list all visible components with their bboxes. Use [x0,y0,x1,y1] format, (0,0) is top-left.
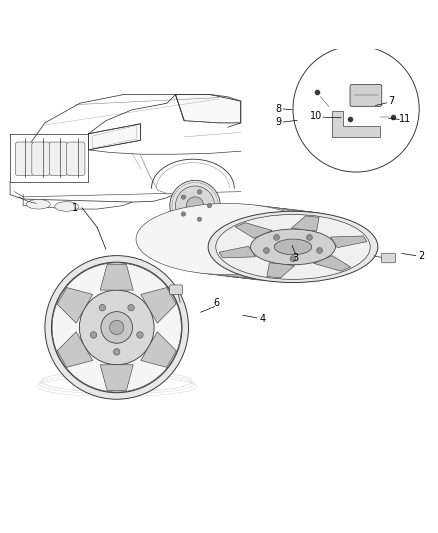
Polygon shape [100,264,133,290]
Ellipse shape [191,210,374,281]
Circle shape [113,349,120,355]
Polygon shape [176,94,241,123]
FancyBboxPatch shape [170,285,182,295]
Circle shape [293,46,419,172]
Circle shape [101,312,133,343]
Ellipse shape [216,214,370,279]
Ellipse shape [169,207,352,279]
Ellipse shape [274,239,312,255]
FancyBboxPatch shape [32,142,50,175]
Circle shape [207,204,212,208]
Ellipse shape [147,205,330,276]
Circle shape [181,212,186,216]
Text: 7: 7 [388,96,394,106]
Circle shape [128,304,134,311]
Circle shape [181,195,186,199]
Polygon shape [141,287,176,323]
Ellipse shape [208,211,378,282]
Circle shape [186,197,204,214]
Text: 2: 2 [418,251,424,261]
Circle shape [170,180,220,231]
Circle shape [137,332,143,338]
Circle shape [110,320,124,335]
Circle shape [90,332,97,338]
Text: 6: 6 [214,298,220,309]
FancyBboxPatch shape [381,253,396,263]
Circle shape [290,256,296,262]
FancyBboxPatch shape [49,142,67,175]
Text: 1: 1 [72,203,78,213]
Ellipse shape [180,208,363,280]
Text: 8: 8 [276,104,282,114]
Polygon shape [219,246,255,258]
Ellipse shape [251,229,336,265]
Text: 4: 4 [259,314,265,324]
Ellipse shape [158,206,341,277]
Circle shape [317,248,323,254]
Polygon shape [141,332,176,367]
Text: 10: 10 [310,111,322,122]
FancyBboxPatch shape [350,85,382,107]
Circle shape [198,190,201,194]
Polygon shape [57,287,93,323]
FancyBboxPatch shape [15,142,34,175]
Circle shape [79,290,154,365]
Polygon shape [100,365,133,391]
Polygon shape [235,223,272,238]
Circle shape [274,235,279,240]
Ellipse shape [26,199,50,209]
Circle shape [176,186,215,225]
Circle shape [99,304,106,311]
Polygon shape [314,256,351,271]
Circle shape [52,263,181,392]
Polygon shape [88,124,141,150]
Circle shape [307,235,312,240]
Polygon shape [267,263,295,278]
Polygon shape [57,332,93,367]
Circle shape [263,248,269,254]
Text: 9: 9 [276,117,282,127]
Ellipse shape [136,204,319,274]
Polygon shape [291,216,319,231]
Polygon shape [331,236,367,248]
Polygon shape [332,111,380,137]
Text: 3: 3 [292,253,298,263]
FancyBboxPatch shape [67,142,85,175]
Text: 11: 11 [399,115,411,124]
Ellipse shape [55,201,79,211]
Circle shape [198,217,201,221]
Circle shape [45,256,188,399]
